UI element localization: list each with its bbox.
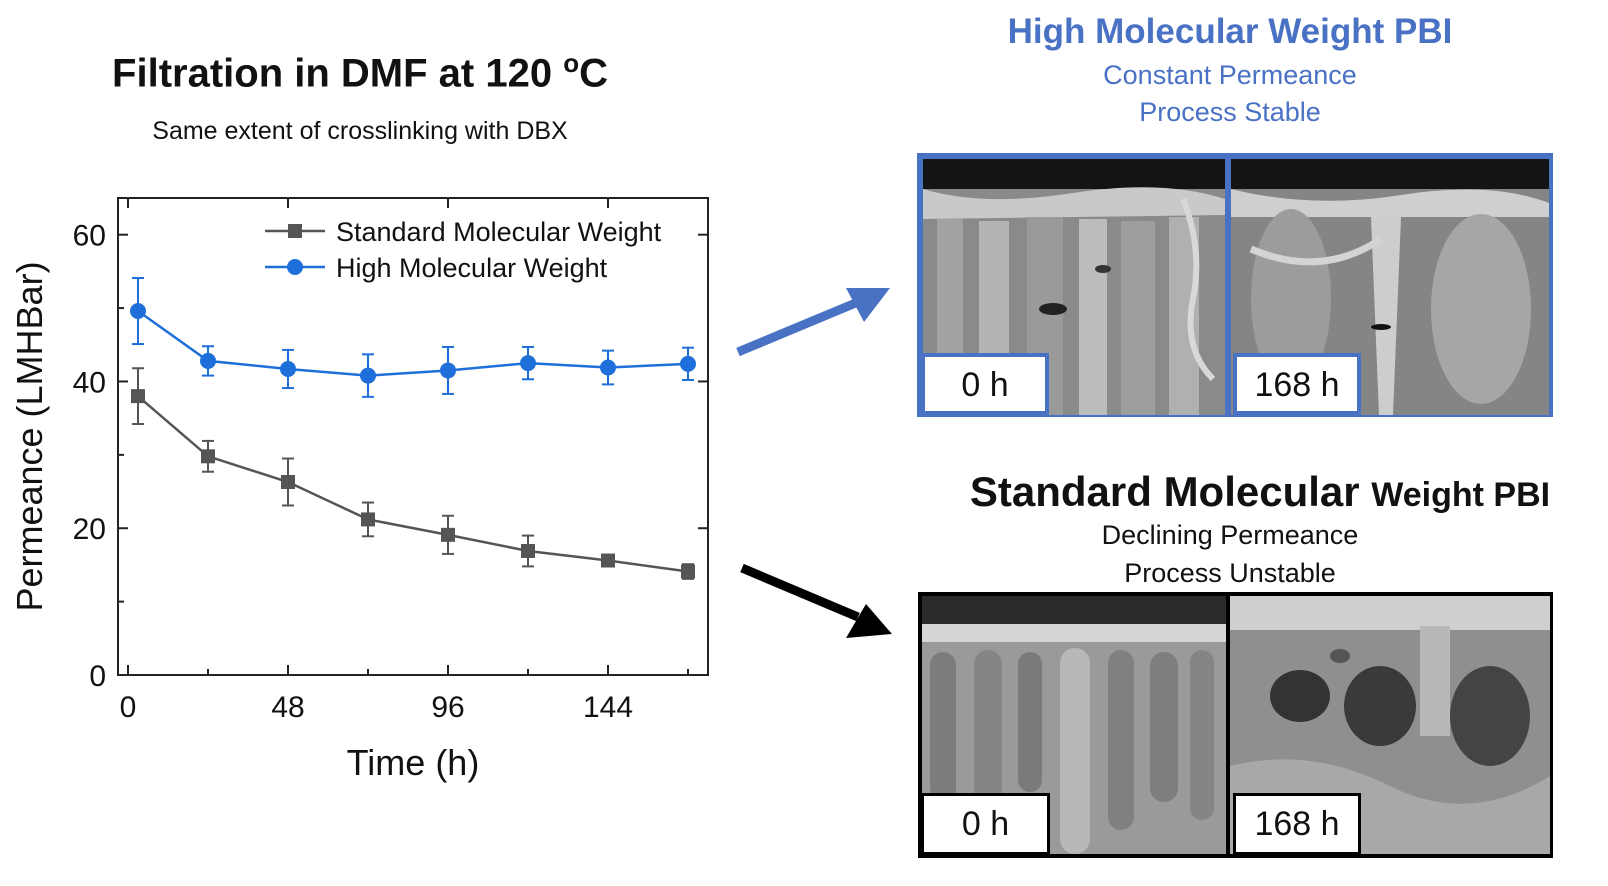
standard-mw-sem-frame: 0 h 168 h [918, 592, 1553, 858]
arrow-to-high-panel [736, 288, 890, 357]
y-tick-label: 0 [89, 660, 106, 693]
legend-label: High Molecular Weight [336, 253, 608, 283]
x-tick-label: 96 [431, 691, 464, 724]
data-point [681, 564, 695, 579]
standard-mw-label-0h: 0 h [921, 793, 1050, 855]
high-mw-caption-1: Constant Permeance [1103, 60, 1357, 90]
standard-mw-sem-0h-image [922, 596, 1226, 854]
y-tick-label: 40 [73, 366, 106, 399]
series-line [137, 395, 689, 573]
legend-label: Standard Molecular Weight [336, 217, 662, 247]
x-tick-label: 48 [271, 691, 304, 724]
data-point [600, 359, 616, 376]
standard-mw-label-168h: 168 h [1233, 793, 1361, 855]
high-mw-title: High Molecular Weight PBI [1007, 12, 1453, 51]
standard-mw-title: Standard Molecular Weight PBI [969, 468, 1551, 515]
data-point [441, 527, 455, 542]
standard-mw-caption-1: Declining Permeance [1101, 520, 1359, 550]
data-point [601, 553, 615, 568]
data-point [520, 355, 536, 372]
legend-marker [288, 224, 302, 238]
series-line [137, 309, 689, 377]
arrow-to-standard-panel [740, 563, 892, 638]
data-point [200, 352, 216, 369]
standard-mw-caption-2: Process Unstable [1124, 558, 1336, 588]
x-axis-label: Time (h) [347, 742, 480, 783]
data-point [361, 512, 375, 527]
plot-frame [117, 197, 709, 676]
series-high [130, 276, 696, 398]
high-mw-label-168h: 168 h [1233, 353, 1361, 415]
high-mw-sem-168h-image [1231, 159, 1549, 415]
data-point [521, 543, 535, 558]
chart-subtitle: Same extent of crosslinking with DBX [152, 117, 568, 145]
data-point [440, 362, 456, 379]
high-mw-label-0h: 0 h [921, 353, 1049, 415]
permeance-chart: 0 48 96 144 0 20 40 60 Time (h) Permeance (LMHBar… [9, 197, 709, 783]
series-standard [131, 367, 695, 580]
data-point [281, 474, 295, 489]
data-point [280, 360, 296, 377]
x-tick-label: 0 [120, 691, 137, 724]
data-point [201, 449, 215, 464]
y-axis-label: Permeance (LMHBar) [9, 261, 50, 611]
data-point [680, 355, 696, 372]
legend: Standard Molecular Weight High Molecular … [265, 217, 662, 283]
data-point [360, 367, 376, 384]
x-tick-label: 144 [583, 691, 633, 724]
high-mw-caption-2: Process Stable [1139, 97, 1321, 127]
data-point [130, 303, 146, 320]
high-mw-sem-0h-image [923, 159, 1225, 415]
data-point [131, 389, 145, 404]
high-mw-sem-frame: 0 h 168 h [917, 153, 1553, 417]
y-tick-label: 60 [73, 220, 106, 253]
legend-marker [287, 259, 303, 275]
y-tick-label: 20 [73, 513, 106, 546]
chart-title: Filtration in DMF at 120 oC [112, 48, 608, 96]
